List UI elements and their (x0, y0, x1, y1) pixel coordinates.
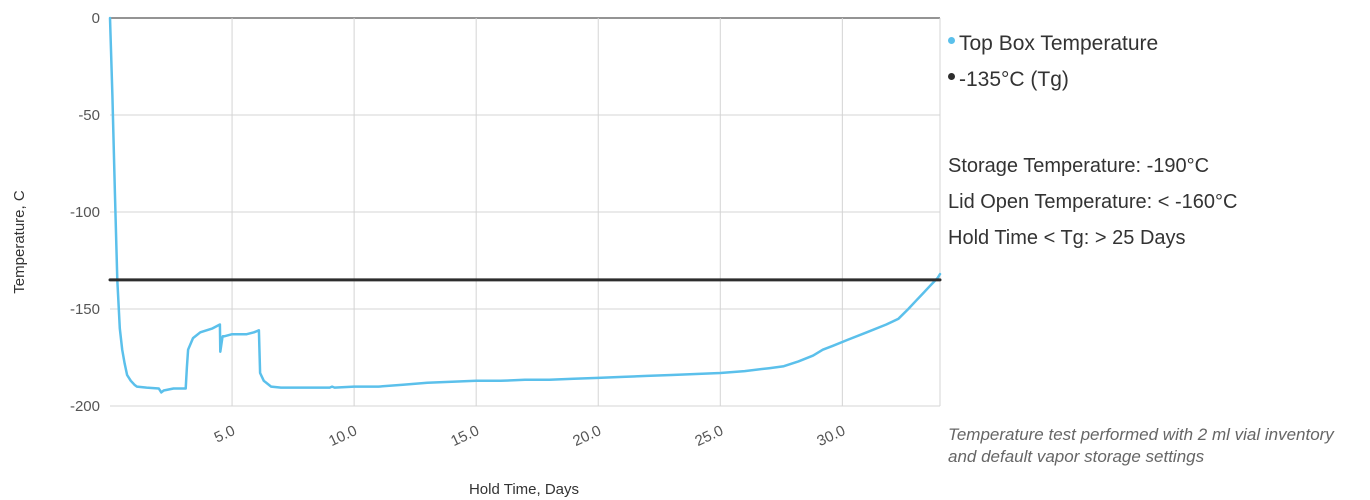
x-tick-label: 20.0 (570, 422, 604, 450)
legend-label-tg: -135°C (Tg) (959, 68, 1069, 91)
x-tick-label: 5.0 (212, 422, 238, 446)
x-axis-ticks: 5.0 10.0 15.0 20.0 25.0 30.0 (212, 422, 848, 450)
y-axis-title: Temperature, C (11, 190, 28, 294)
y-tick-label: -50 (78, 107, 100, 124)
x-axis-title: Hold Time, Days (469, 481, 579, 498)
temperature-chart: 0 -50 -100 -150 -200 5.0 10.0 15.0 20.0 25.0 30.0… (11, 10, 942, 498)
x-tick-label: 15.0 (448, 422, 482, 450)
x-tick-label: 10.0 (326, 422, 360, 450)
y-tick-label: 0 (92, 10, 100, 27)
legend-dot-icon (948, 72, 955, 80)
storage-temperature-text: Storage Temperature: -190°C (948, 155, 1210, 177)
x-tick-label: 30.0 (814, 422, 848, 450)
series-line-top-box (108, 16, 942, 394)
legend-dot-icon (948, 36, 955, 44)
x-tick-label: 25.0 (692, 422, 726, 450)
hold-time-text: Hold Time < Tg: > 25 Days (948, 227, 1186, 249)
chart-grid (110, 17, 941, 407)
legend-label-top-box: Top Box Temperature (959, 32, 1159, 55)
legend-item-tg[interactable]: -135°C (Tg) (948, 62, 1158, 98)
test-note: Temperature test performed with 2 ml via… (948, 425, 1334, 466)
y-tick-label: -100 (70, 204, 100, 221)
lid-open-temperature-text: Lid Open Temperature: < -160°C (948, 191, 1238, 213)
y-tick-label: -150 (70, 301, 100, 318)
y-tick-label: -200 (70, 398, 100, 415)
y-axis-ticks: 0 -50 -100 -150 -200 (70, 10, 100, 415)
chart-legend: Top Box Temperature -135°C (Tg) (948, 26, 1158, 98)
chart-series (108, 16, 942, 394)
legend-item-top-box[interactable]: Top Box Temperature (948, 26, 1158, 62)
spec-panel: Storage Temperature: -190°C Lid Open Tem… (948, 148, 1237, 256)
